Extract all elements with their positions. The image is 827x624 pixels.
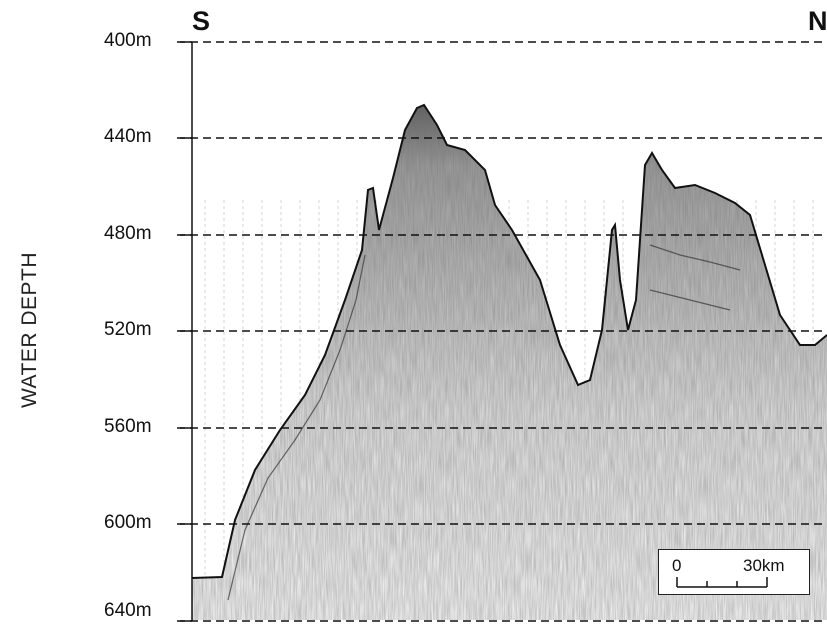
tick-label-440: 440m xyxy=(104,126,152,147)
compass-north: N xyxy=(808,6,827,36)
tick-label-400: 400m xyxy=(104,30,152,51)
tick-label-600: 600m xyxy=(104,512,152,533)
compass-south: S xyxy=(192,6,211,36)
seafloor-texture xyxy=(192,105,827,620)
scale-bar-end-label: 30km xyxy=(743,556,785,575)
tick-label-560: 560m xyxy=(104,416,152,437)
scale-bar-start-label: 0 xyxy=(672,556,682,575)
seafloor-reflector xyxy=(191,103,827,579)
scale-bar: 0 30km xyxy=(658,549,810,595)
tick-label-480: 480m xyxy=(104,223,152,244)
scale-bar-ruler xyxy=(676,577,768,588)
tick-label-520: 520m xyxy=(104,319,152,340)
subbottom-reflector xyxy=(227,254,366,601)
subbottom-reflector xyxy=(649,244,741,311)
tick-label-640: 640m xyxy=(104,600,152,621)
depth-gridlines xyxy=(177,41,827,525)
y-axis-title: WATER DEPTH xyxy=(18,252,41,408)
y-axis-ticks xyxy=(180,41,192,622)
